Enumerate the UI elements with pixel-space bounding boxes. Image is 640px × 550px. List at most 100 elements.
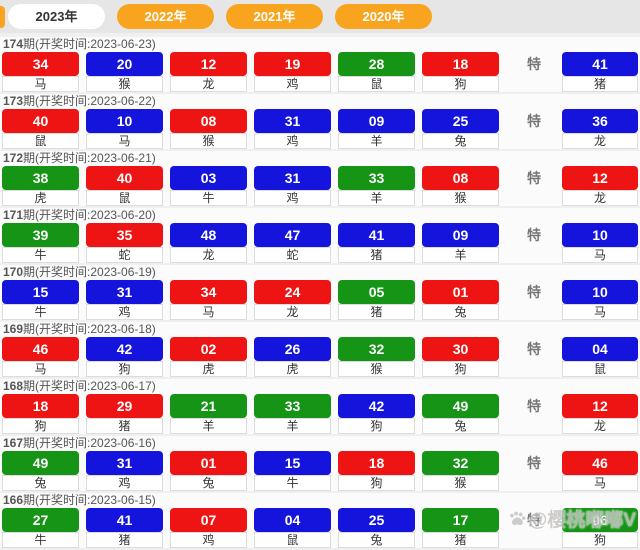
zodiac-label: 马	[562, 304, 638, 320]
ball-number: 30	[422, 337, 499, 361]
ball-cell: 03 牛	[170, 166, 247, 206]
ball-number: 12	[562, 166, 638, 190]
draw-header: 167期(开奖时间:2023-06-16)	[0, 436, 640, 451]
zodiac-label: 鼠	[338, 76, 415, 92]
ball-cell: 49 兔	[422, 394, 499, 434]
zodiac-label: 兔	[2, 475, 79, 491]
ball-cell: 02 虎	[170, 337, 247, 377]
ball-cell: 38 虎	[2, 166, 79, 206]
ball-cell: 09 羊	[422, 223, 499, 263]
draw-header: 171期(开奖时间:2023-06-20)	[0, 208, 640, 223]
tab-year-2020[interactable]: 2020年	[335, 4, 432, 29]
ball-number: 12	[562, 394, 638, 418]
zodiac-label: 虎	[254, 361, 331, 377]
tab-year-2023[interactable]: 2023年	[8, 4, 105, 29]
ball-cell: 21 羊	[170, 394, 247, 434]
zodiac-label: 狗	[422, 76, 499, 92]
ball-cell: 48 龙	[170, 223, 247, 263]
draw-block-172: 172期(开奖时间:2023-06-21) 38 虎 40 鼠 03 牛 31 鸡 33 羊 08 猴特…	[0, 151, 640, 208]
zodiac-label: 虎	[170, 361, 247, 377]
ball-cell: 47 蛇	[254, 223, 331, 263]
ball-cell: 46 马	[2, 337, 79, 377]
special-ball-cell: 04 鼠	[562, 337, 638, 377]
draw-info: 期(开奖时间:2023-06-17)	[23, 379, 156, 393]
draw-period: 174	[3, 37, 24, 51]
balls-row: 27 牛 41 猪 07 鸡 04 鼠 25 兔 17 猪特 06 狗	[0, 508, 640, 548]
zodiac-label: 龙	[562, 418, 638, 434]
ball-cell: 15 牛	[254, 451, 331, 491]
ball-cell: 39 牛	[2, 223, 79, 263]
draw-block-168: 168期(开奖时间:2023-06-17) 18 狗 29 猪 21 羊 33 羊 42 狗 49 兔特…	[0, 379, 640, 436]
draw-info: 期(开奖时间:2023-06-15)	[23, 493, 156, 507]
ball-number: 04	[562, 337, 638, 361]
ball-cell: 34 马	[2, 52, 79, 92]
draw-header: 169期(开奖时间:2023-06-18)	[0, 322, 640, 337]
ball-cell: 10 马	[86, 109, 163, 149]
draw-period: 172	[3, 151, 24, 165]
ball-cell: 42 狗	[86, 337, 163, 377]
zodiac-label: 羊	[254, 418, 331, 434]
zodiac-label: 兔	[422, 304, 499, 320]
zodiac-label: 马	[562, 475, 638, 491]
special-ball-cell: 12 龙	[562, 394, 638, 434]
ball-number: 48	[170, 223, 247, 247]
ball-cell: 31 鸡	[254, 166, 331, 206]
draw-block-174: 174期(开奖时间:2023-06-23) 34 马 20 猴 12 龙 19 鸡 28 鼠 18 狗特…	[0, 37, 640, 94]
special-ball-cell: 10 马	[562, 280, 638, 320]
ball-cell: 40 鼠	[2, 109, 79, 149]
year-tab-strip: 2023年 2022年 2021年 2020年	[0, 0, 640, 33]
draw-period: 171	[3, 208, 24, 222]
ball-number: 40	[2, 109, 79, 133]
ball-cell: 18 狗	[422, 52, 499, 92]
ball-number: 34	[2, 52, 79, 76]
zodiac-label: 猴	[170, 133, 247, 149]
ball-number: 46	[562, 451, 638, 475]
draw-block-170: 170期(开奖时间:2023-06-19) 15 牛 31 鸡 34 马 24 龙 05 猪 01 兔特…	[0, 265, 640, 322]
ball-number: 01	[422, 280, 499, 304]
draw-block-166: 166期(开奖时间:2023-06-15) 27 牛 41 猪 07 鸡 04 鼠 25 兔 17 猪特…	[0, 493, 640, 550]
ball-number: 10	[562, 223, 638, 247]
draw-info: 期(开奖时间:2023-06-20)	[23, 208, 156, 222]
draw-header: 170期(开奖时间:2023-06-19)	[0, 265, 640, 280]
ball-cell: 31 鸡	[254, 109, 331, 149]
draw-info: 期(开奖时间:2023-06-21)	[23, 151, 156, 165]
ball-number: 31	[254, 109, 331, 133]
tab-year-2021[interactable]: 2021年	[226, 4, 323, 29]
balls-row: 15 牛 31 鸡 34 马 24 龙 05 猪 01 兔特 10 马	[0, 280, 640, 320]
ball-number: 41	[338, 223, 415, 247]
ball-number: 40	[86, 166, 163, 190]
ball-number: 29	[86, 394, 163, 418]
ball-cell: 19 鸡	[254, 52, 331, 92]
zodiac-label: 马	[562, 247, 638, 263]
ball-number: 24	[254, 280, 331, 304]
ball-number: 31	[86, 280, 163, 304]
draw-block-173: 173期(开奖时间:2023-06-22) 40 鼠 10 马 08 猴 31 鸡 09 羊 25 兔特…	[0, 94, 640, 151]
special-ball-cell: 46 马	[562, 451, 638, 491]
zodiac-label: 龙	[254, 304, 331, 320]
zodiac-label: 龙	[562, 190, 638, 206]
zodiac-label: 狗	[338, 418, 415, 434]
ball-number: 42	[86, 337, 163, 361]
ball-number: 18	[338, 451, 415, 475]
special-label: 特	[527, 455, 541, 471]
ball-cell: 15 牛	[2, 280, 79, 320]
ball-number: 20	[86, 52, 163, 76]
ball-number: 32	[422, 451, 499, 475]
ball-cell: 32 猴	[422, 451, 499, 491]
tab-year-2022[interactable]: 2022年	[117, 4, 214, 29]
ball-cell: 25 兔	[422, 109, 499, 149]
zodiac-label: 牛	[2, 304, 79, 320]
ball-cell: 08 猴	[170, 109, 247, 149]
zodiac-label: 猴	[86, 76, 163, 92]
zodiac-label: 猴	[422, 475, 499, 491]
zodiac-label: 猴	[422, 190, 499, 206]
zodiac-label: 龙	[170, 76, 247, 92]
zodiac-label: 鸡	[86, 475, 163, 491]
zodiac-label: 龙	[170, 247, 247, 263]
ball-number: 31	[254, 166, 331, 190]
special-label: 特	[527, 56, 541, 72]
draw-period: 173	[3, 94, 24, 108]
draw-block-167: 167期(开奖时间:2023-06-16) 49 兔 31 鸡 01 兔 15 牛 18 狗 32 猴特…	[0, 436, 640, 493]
ball-number: 10	[86, 109, 163, 133]
zodiac-label: 鼠	[562, 361, 638, 377]
